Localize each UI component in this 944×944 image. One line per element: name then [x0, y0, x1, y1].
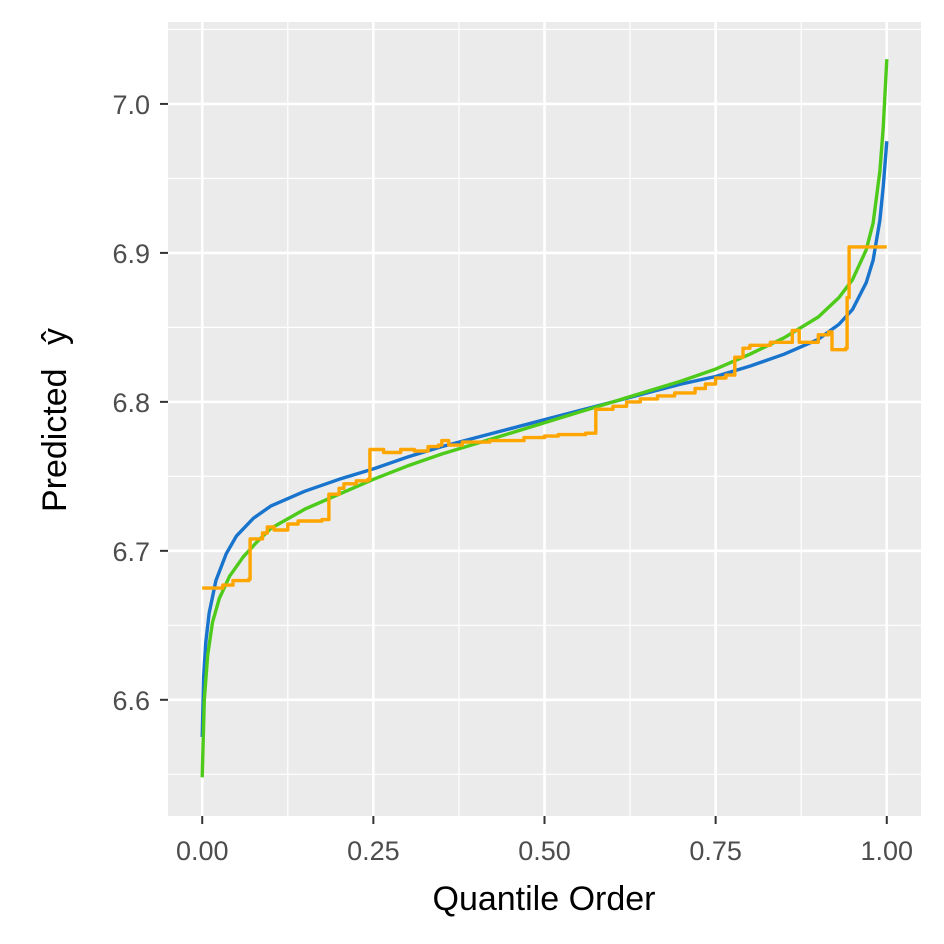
x-tick-label: 0.50 [518, 836, 571, 866]
y-tick-label: 6.9 [112, 239, 150, 269]
y-tick-label: 6.8 [112, 388, 150, 418]
series-line-1 [200, 141, 889, 738]
series-layer [200, 59, 889, 778]
y-axis-title-group: Predicted ŷ [36, 328, 74, 512]
x-axis-title: Quantile Order [433, 880, 656, 918]
x-tick-label: 0.25 [347, 836, 400, 866]
y-tick-label: 6.6 [112, 686, 150, 716]
y-tick-label: 6.7 [112, 537, 150, 567]
series-line-3 [202, 245, 887, 590]
x-tick-label: 0.00 [176, 836, 229, 866]
y-axis-title: Predicted ŷ [36, 328, 74, 512]
y-tick-label: 7.0 [112, 90, 150, 120]
x-tick-label: 1.00 [860, 836, 913, 866]
y-axis-title-text: Predicted [36, 368, 74, 512]
x-tick-label: 0.75 [689, 836, 742, 866]
x-axis: 0.00 0.25 0.50 0.75 1.00 [176, 816, 913, 866]
y-axis-title-symbol: ŷ [36, 328, 74, 345]
y-axis: 6.6 6.7 6.8 6.9 7.0 [112, 90, 168, 716]
